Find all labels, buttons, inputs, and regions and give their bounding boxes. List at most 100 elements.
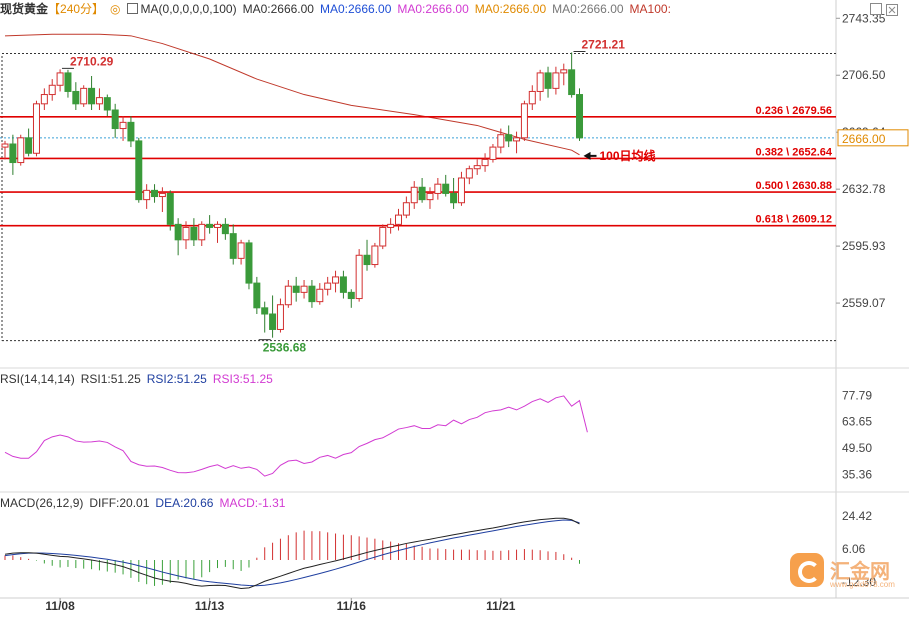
candle-38 — [300, 280, 308, 299]
candle-body-62 — [489, 146, 497, 160]
ma-params-checkbox[interactable] — [126, 3, 138, 14]
candle-body-0 — [1, 143, 9, 148]
candle-body-5 — [40, 94, 48, 105]
ma-value-4: MA0:2666.00 — [552, 2, 624, 16]
candle-5 — [40, 88, 48, 110]
candle-16 — [127, 116, 135, 148]
candle-body-19 — [151, 189, 159, 198]
toolbar-grid-icon[interactable] — [870, 3, 882, 15]
anno-label-1: 2721.21 — [582, 37, 626, 51]
rsi-tick-0: 77.79 — [842, 388, 872, 402]
candle-43 — [339, 270, 347, 299]
candle-41 — [324, 276, 332, 296]
rsi-legend-item-0: RSI(14,14,14) — [0, 372, 75, 386]
candle-body-28 — [221, 223, 229, 235]
candle-4 — [32, 100, 40, 157]
candle-18 — [143, 184, 151, 209]
macd-layer: 24.42 6.06 -12.30 — [4, 509, 876, 589]
candle-66 — [520, 100, 528, 141]
period-label[interactable]: 【240分】 — [48, 2, 105, 16]
ma100-label: 100日均线 — [600, 148, 656, 163]
candle-body-50 — [395, 214, 402, 225]
candle-24 — [190, 218, 198, 246]
candle-50 — [395, 208, 402, 231]
candle-31 — [245, 239, 253, 290]
candle-body-11 — [88, 87, 96, 105]
candle-37 — [292, 276, 300, 302]
candle-body-12 — [95, 97, 103, 105]
annotation-layer: 2710.29 2721.21 2536.68 100日均线 — [61, 37, 656, 355]
candle-body-16 — [127, 121, 135, 142]
candle-54 — [426, 187, 434, 209]
instrument-name: 现货黄金 — [0, 2, 49, 16]
rsi-legend-item-1: RSI1:51.25 — [80, 372, 141, 386]
price-tick-5: 2559.07 — [842, 296, 886, 310]
macd-legend-item-1: DIFF:20.01 — [89, 496, 150, 510]
candle-body-39 — [308, 285, 316, 303]
candle-33 — [261, 301, 269, 333]
current-price-tag: 2666.00 — [837, 129, 909, 147]
rsi-line — [4, 395, 588, 477]
candle-52 — [410, 181, 418, 209]
ma-values: MA0:2666.00 MA0:2666.00 MA0:2666.00 MA0:266… — [243, 2, 677, 16]
watermark: 汇金网 www.gold678.com — [790, 553, 902, 593]
rsi-legend-item-2: RSI2:51.25 — [146, 372, 207, 386]
panel-frames — [0, 0, 909, 599]
candle-body-57 — [450, 192, 458, 204]
candle-body-22 — [174, 223, 182, 241]
candle-53 — [418, 178, 426, 203]
date-label-0: 11/08 — [45, 599, 75, 612]
candle-body-25 — [198, 223, 206, 241]
candle-8 — [64, 69, 72, 98]
candle-67 — [528, 85, 536, 110]
rsi-legend: RSI(14,14,14) RSI1:51.25 RSI2:51.25 RSI3:51… — [0, 370, 279, 388]
candle-body-14 — [111, 109, 119, 130]
toolbar-close-icon[interactable] — [886, 3, 898, 16]
candle-body-41 — [324, 282, 332, 290]
candle-6 — [48, 79, 56, 101]
fib-label-0: 0.236 \ 2679.56 — [756, 105, 832, 117]
candle-body-6 — [48, 84, 56, 96]
ma-params-label[interactable]: MA(0,0,0,0,0,100) — [140, 2, 237, 16]
candle-57 — [450, 178, 458, 209]
candle-45 — [355, 249, 363, 302]
candle-body-37 — [292, 285, 300, 293]
candle-23 — [182, 221, 190, 250]
candle-36 — [284, 280, 292, 308]
macd-legend-item-0: MACD(26,12,9) — [0, 496, 84, 510]
candle-44 — [347, 289, 355, 308]
candle-body-38 — [300, 285, 308, 293]
candle-0 — [1, 140, 9, 160]
rsi-layer: 77.79 63.65 49.50 35.36 — [4, 388, 872, 481]
macd-tick-1: 6.06 — [842, 542, 866, 556]
candle-14 — [111, 103, 119, 138]
candle-29 — [229, 224, 237, 265]
rsi-tick-3: 35.36 — [842, 467, 872, 481]
candle-body-35 — [276, 304, 284, 330]
candle-73 — [576, 88, 584, 141]
settings-icon[interactable]: ◎ — [110, 2, 121, 16]
candle-68 — [536, 69, 544, 101]
candle-body-46 — [363, 254, 371, 266]
candle-51 — [402, 196, 410, 219]
candle-47 — [371, 242, 379, 268]
price-tick-1: 2706.50 — [842, 68, 886, 82]
candle-17 — [135, 137, 143, 203]
ma-value-3: MA0:2666.00 — [474, 2, 547, 16]
macd-legend-item-2: DEA:20.66 — [155, 496, 214, 510]
candle-35 — [276, 298, 284, 333]
candle-34 — [269, 295, 277, 338]
ma-value-0: MA0:2666.00 — [242, 2, 314, 16]
ma-value-5: MA100: — [629, 2, 671, 16]
candle-body-24 — [190, 226, 198, 241]
candle-body-54 — [426, 192, 434, 201]
candle-46 — [363, 239, 371, 271]
candle-body-55 — [434, 183, 442, 194]
macd-legend-item-3: MACD:-1.31 — [219, 496, 286, 510]
candle-body-34 — [269, 313, 277, 330]
macd-diff-line — [4, 517, 580, 589]
candle-body-32 — [253, 282, 261, 309]
candle-body-45 — [355, 254, 363, 300]
